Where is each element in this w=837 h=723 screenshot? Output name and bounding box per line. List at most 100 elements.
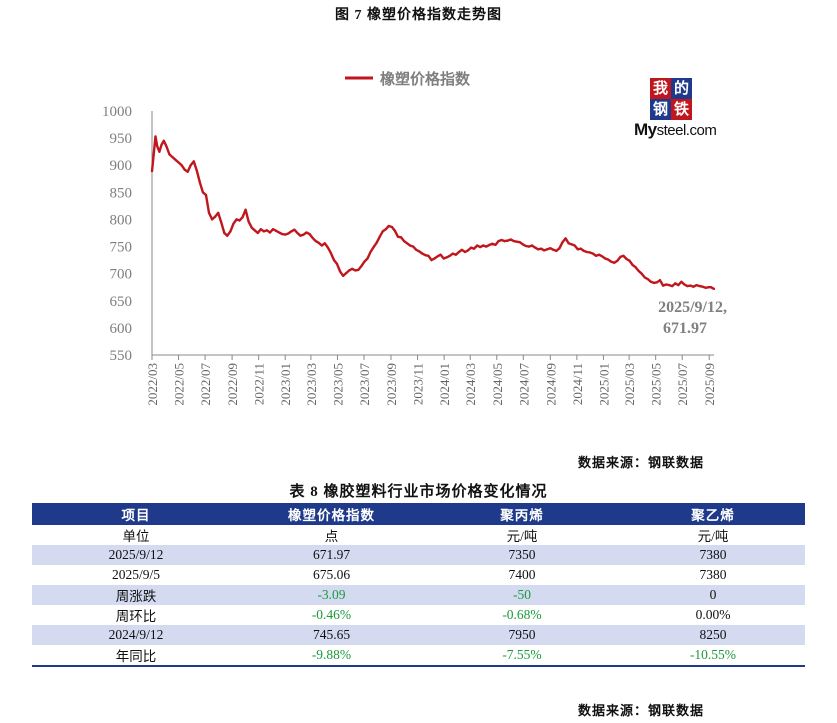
data-point xyxy=(518,241,521,244)
data-point xyxy=(381,230,384,233)
table-row: 2024/9/12 745.65 7950 8250 xyxy=(32,625,805,645)
data-point xyxy=(448,254,451,257)
figure-title: 图 7 橡塑价格指数走势图 xyxy=(335,8,502,23)
data-point xyxy=(226,234,229,237)
data-point xyxy=(610,260,613,263)
data-point xyxy=(384,228,387,231)
y-tick-label: 1000 xyxy=(102,104,132,120)
data-point xyxy=(662,284,665,287)
table-cell: -7.55% xyxy=(423,645,621,667)
x-tick-label: 2025/05 xyxy=(649,363,664,406)
data-point xyxy=(521,243,525,246)
table-cell: -3.09 xyxy=(240,585,423,605)
series-line xyxy=(150,135,715,290)
y-tick-label: 900 xyxy=(110,158,133,174)
x-tick-label: 2022/07 xyxy=(198,363,213,406)
data-point xyxy=(281,233,284,236)
data-point xyxy=(290,230,293,233)
data-point xyxy=(640,272,643,275)
data-point xyxy=(152,153,155,156)
data-point xyxy=(302,233,305,236)
data-point xyxy=(232,222,235,225)
data-point xyxy=(558,247,561,250)
data-point xyxy=(250,226,253,229)
table-cell: 7350 xyxy=(423,545,621,565)
data-point xyxy=(479,246,482,249)
table-cell: 671.97 xyxy=(240,545,423,565)
data-point xyxy=(686,285,689,288)
data-point xyxy=(537,248,540,251)
data-point xyxy=(223,231,226,235)
x-tick-label: 2023/05 xyxy=(330,363,345,406)
data-point xyxy=(613,261,616,264)
y-tick-label: 800 xyxy=(110,212,133,228)
data-point xyxy=(683,283,686,286)
data-point xyxy=(619,255,622,258)
data-point xyxy=(601,255,604,258)
data-point xyxy=(680,280,683,283)
row-label-cell: 年同比 xyxy=(32,645,240,667)
data-point xyxy=(607,258,610,261)
data-point xyxy=(534,246,537,249)
data-point xyxy=(701,285,704,288)
data-point xyxy=(579,247,582,250)
data-point xyxy=(625,257,628,261)
data-point xyxy=(165,145,168,148)
data-point xyxy=(160,143,163,146)
data-point xyxy=(150,170,154,173)
table-cell: 8250 xyxy=(621,625,805,645)
data-point xyxy=(488,243,491,246)
data-point xyxy=(366,257,369,260)
data-point xyxy=(268,231,272,234)
data-point xyxy=(293,228,296,231)
x-tick-label: 2025/03 xyxy=(622,363,637,406)
data-point xyxy=(329,252,332,255)
table-header-cell: 聚丙烯 xyxy=(423,503,621,525)
data-point xyxy=(217,211,220,214)
logo-tile: 钢 xyxy=(650,99,671,120)
series-group xyxy=(150,135,716,290)
data-point xyxy=(707,286,710,289)
data-point xyxy=(463,250,467,254)
data-point xyxy=(628,259,631,262)
data-point xyxy=(616,259,619,262)
data-point xyxy=(497,240,500,243)
last-value-annotation: 2025/9/12, 671.97 xyxy=(658,299,727,337)
chart-legend: 橡塑价格指数 xyxy=(345,70,471,88)
data-point xyxy=(594,254,598,257)
logo-tile: 的 xyxy=(671,78,692,99)
x-tick-label: 2024/11 xyxy=(570,363,585,405)
data-point xyxy=(308,233,311,236)
data-point xyxy=(709,286,713,289)
data-point xyxy=(171,156,174,159)
data-point xyxy=(345,272,348,275)
data-point xyxy=(326,246,329,249)
data-point xyxy=(649,280,653,283)
data-point xyxy=(430,259,433,262)
data-point xyxy=(591,252,595,255)
table-source: 数据来源：钢联数据 xyxy=(578,703,705,718)
data-point xyxy=(530,244,534,247)
x-tick-label: 2022/03 xyxy=(145,363,160,406)
table-cell: 元/吨 xyxy=(697,529,729,544)
data-point xyxy=(695,284,698,287)
data-point xyxy=(262,230,265,233)
x-tick-label: 2024/03 xyxy=(463,363,478,406)
data-point xyxy=(598,253,601,256)
table-cell: 点 xyxy=(324,529,339,544)
data-point xyxy=(256,231,259,235)
data-point xyxy=(555,249,558,252)
data-point xyxy=(491,242,494,245)
table-row: 单位 点 元/吨 元/吨 xyxy=(32,525,805,545)
data-point xyxy=(576,248,579,251)
y-tick-label: 750 xyxy=(110,240,133,256)
data-point xyxy=(241,216,244,219)
data-point xyxy=(549,247,552,250)
data-point xyxy=(201,191,204,194)
data-point xyxy=(485,245,488,248)
data-point xyxy=(415,248,418,251)
x-tick-label: 2022/09 xyxy=(225,363,240,406)
data-point xyxy=(658,279,662,282)
x-tick-label: 2023/03 xyxy=(304,363,319,406)
data-point xyxy=(299,234,302,237)
